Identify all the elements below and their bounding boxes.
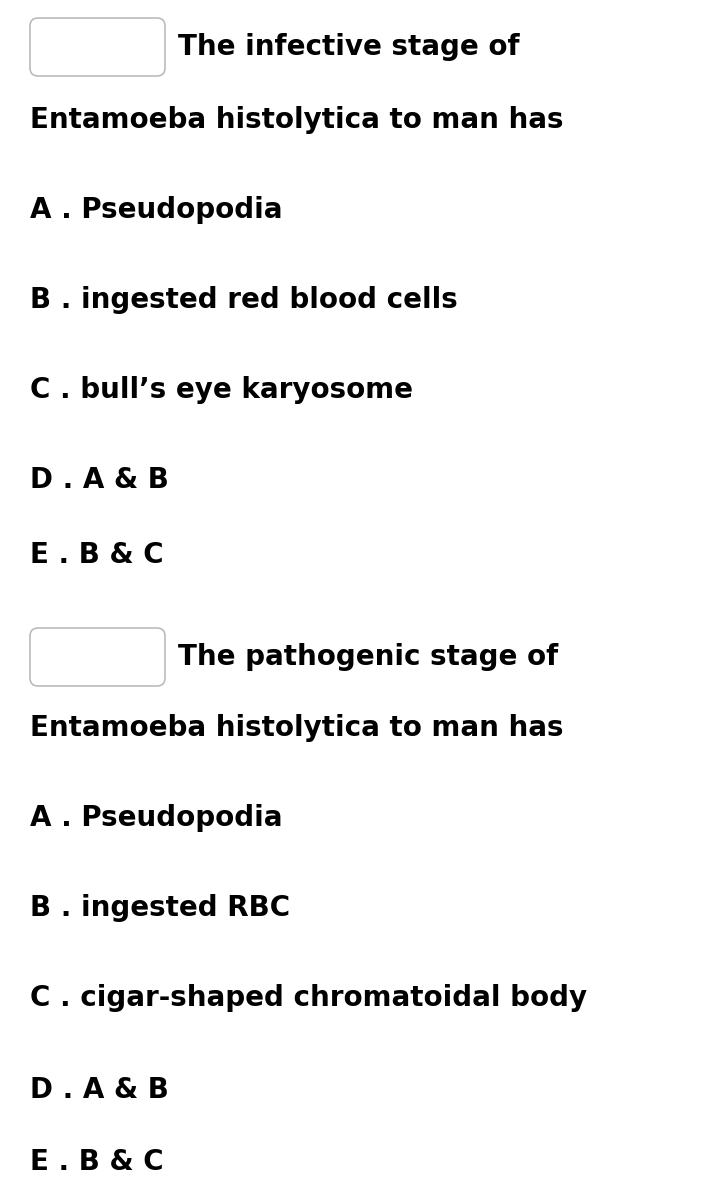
Text: Entamoeba histolytica to man has: Entamoeba histolytica to man has: [30, 106, 563, 134]
FancyBboxPatch shape: [30, 18, 165, 76]
Text: A . Pseudopodia: A . Pseudopodia: [30, 196, 282, 224]
Text: E . B & C: E . B & C: [30, 1148, 164, 1176]
Text: C . bull’s eye karyosome: C . bull’s eye karyosome: [30, 376, 413, 404]
Text: D . A & B: D . A & B: [30, 1076, 169, 1104]
Text: B . ingested red blood cells: B . ingested red blood cells: [30, 286, 458, 314]
Text: Entamoeba histolytica to man has: Entamoeba histolytica to man has: [30, 714, 563, 742]
Text: B . ingested RBC: B . ingested RBC: [30, 894, 290, 922]
Text: The pathogenic stage of: The pathogenic stage of: [178, 643, 558, 671]
Text: E . B & C: E . B & C: [30, 541, 164, 569]
Text: C . cigar-shaped chromatoidal body: C . cigar-shaped chromatoidal body: [30, 984, 587, 1012]
Text: The infective stage of: The infective stage of: [178, 32, 520, 61]
FancyBboxPatch shape: [30, 628, 165, 686]
Text: A . Pseudopodia: A . Pseudopodia: [30, 804, 282, 832]
Text: D . A & B: D . A & B: [30, 466, 169, 494]
